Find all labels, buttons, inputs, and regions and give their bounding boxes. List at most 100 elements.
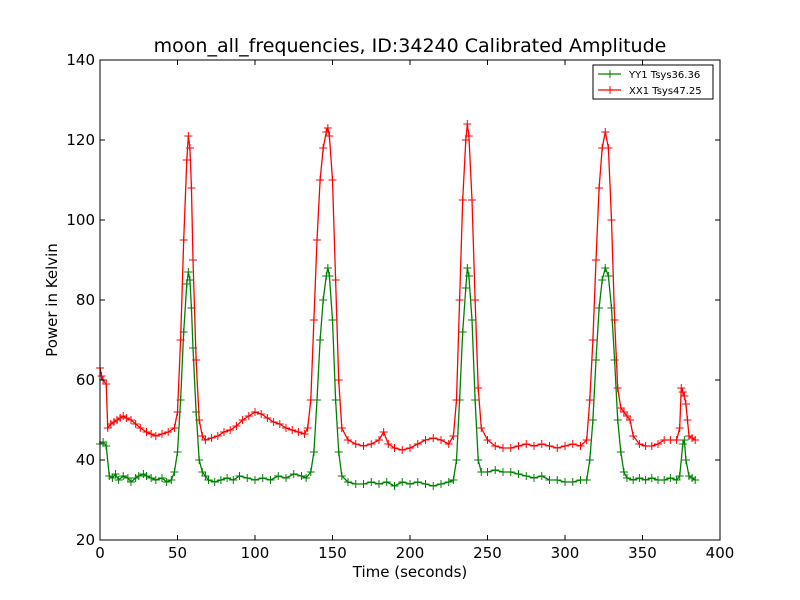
- data-point: [449, 476, 458, 484]
- data-point: [461, 284, 470, 292]
- data-point: [613, 384, 622, 392]
- data-point: [184, 268, 193, 276]
- data-point: [275, 420, 284, 428]
- data-point: [195, 416, 204, 424]
- data-point: [675, 424, 684, 432]
- data-point: [323, 124, 332, 132]
- y-tick-label: 120: [66, 131, 95, 149]
- data-point: [334, 448, 343, 456]
- data-point: [660, 476, 669, 484]
- x-tick-label: 0: [95, 544, 105, 562]
- data-point: [134, 472, 143, 480]
- data-point: [464, 132, 473, 140]
- data-point: [158, 474, 166, 482]
- x-tick-label: 150: [318, 544, 347, 562]
- data-point: [131, 420, 140, 428]
- data-point: [568, 478, 577, 486]
- data-point: [595, 184, 604, 192]
- legend-marker: [606, 86, 614, 94]
- data-point: [319, 144, 328, 152]
- data-point: [136, 424, 145, 432]
- data-point: [629, 476, 638, 484]
- data-point: [601, 128, 610, 136]
- data-point: [677, 384, 686, 392]
- data-point: [672, 436, 681, 444]
- data-point: [325, 272, 334, 280]
- data-point: [269, 418, 278, 426]
- data-point: [629, 432, 638, 440]
- data-point: [313, 236, 321, 244]
- data-point: [398, 478, 407, 486]
- data-point: [545, 442, 554, 450]
- data-point: [147, 430, 156, 438]
- x-axis-title: Time (seconds): [352, 563, 468, 581]
- data-point: [263, 414, 272, 422]
- data-point: [582, 476, 591, 484]
- data-point: [309, 316, 318, 324]
- data-point: [613, 416, 622, 424]
- data-point: [635, 440, 644, 448]
- data-point: [244, 412, 253, 420]
- data-point: [601, 264, 610, 272]
- data-point: [232, 422, 241, 430]
- data-point: [458, 196, 467, 204]
- data-point: [367, 478, 376, 486]
- data-point: [207, 434, 216, 442]
- data-point: [413, 440, 422, 448]
- data-point: [288, 426, 297, 434]
- data-point: [390, 482, 399, 490]
- data-point: [302, 474, 311, 482]
- data-point: [220, 428, 228, 436]
- data-point: [491, 466, 500, 474]
- data-point: [319, 296, 328, 304]
- legend-item: YY1 Tsys36.36: [598, 70, 700, 81]
- data-point: [514, 442, 523, 450]
- data-point: [323, 264, 332, 272]
- data-point: [111, 470, 120, 478]
- series-1: [96, 120, 700, 454]
- data-point: [164, 428, 173, 436]
- data-point: [162, 478, 171, 486]
- x-tick-label: 200: [396, 544, 425, 562]
- data-point: [379, 428, 388, 436]
- data-point: [522, 472, 531, 480]
- data-point: [691, 436, 700, 444]
- data-point: [359, 442, 368, 450]
- data-point: [553, 444, 562, 452]
- data-point: [483, 436, 492, 444]
- data-point: [678, 388, 687, 396]
- data-point: [289, 470, 298, 478]
- data-point: [243, 474, 252, 482]
- data-point: [647, 474, 656, 482]
- data-point: [666, 474, 675, 482]
- data-point: [506, 444, 515, 452]
- data-point: [176, 336, 185, 344]
- data-point: [506, 468, 515, 476]
- data-point: [351, 440, 360, 448]
- data-point: [294, 428, 303, 436]
- data-point: [444, 478, 453, 486]
- y-tick-label: 80: [76, 291, 95, 309]
- data-point: [351, 480, 360, 488]
- series-line: [99, 123, 696, 451]
- y-tick-label: 140: [66, 51, 95, 69]
- data-point: [229, 476, 238, 484]
- data-point: [458, 328, 467, 336]
- data-point: [187, 184, 196, 192]
- y-tick-label: 20: [76, 531, 95, 549]
- data-point: [325, 132, 334, 140]
- data-point: [483, 468, 492, 476]
- data-point: [437, 480, 445, 488]
- data-point: [167, 476, 176, 484]
- data-point: [170, 424, 179, 432]
- data-point: [127, 478, 135, 486]
- data-point: [306, 396, 315, 404]
- data-point: [499, 468, 507, 476]
- data-point: [316, 176, 325, 184]
- data-point: [142, 428, 151, 436]
- data-point: [189, 256, 197, 264]
- legend-marker: [606, 70, 614, 78]
- data-point: [266, 476, 275, 484]
- data-point: [102, 442, 111, 450]
- data-point: [151, 476, 160, 484]
